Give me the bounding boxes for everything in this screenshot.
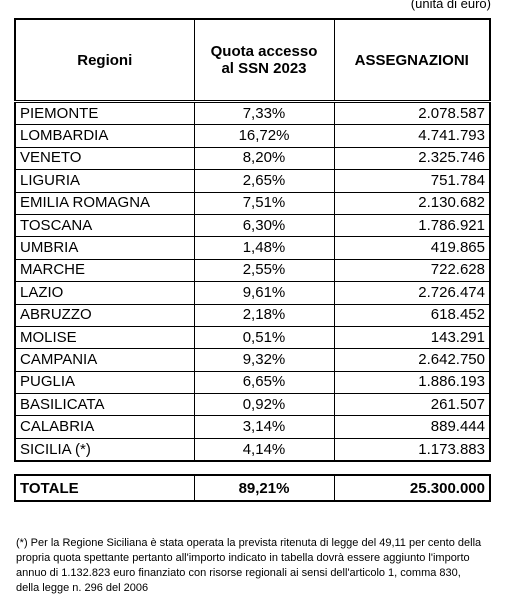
region: PIEMONTE [14, 100, 195, 126]
region-row: TOSCANA 6,30% 1.786.921 [14, 213, 491, 238]
amount: 722.628 [333, 258, 491, 283]
region: VENETO [14, 146, 195, 171]
region: LOMBARDIA [14, 124, 195, 148]
amount: 2.130.682 [333, 191, 491, 215]
total-share: 89,21% [193, 474, 335, 502]
share: 2,55% [193, 258, 335, 283]
header-cell: Regioni [14, 18, 195, 103]
unit-note: (unità di euro) [410, 0, 491, 11]
share: 0,92% [193, 393, 335, 417]
region-row: LAZIO 9,61% 2.726.474 [14, 281, 491, 305]
region-row: EMILIA ROMAGNA 7,51% 2.130.682 [14, 191, 491, 215]
region: PUGLIA [14, 370, 195, 395]
total-label: TOTALE [14, 474, 195, 502]
region-row: MOLISE 0,51% 143.291 [14, 325, 491, 350]
region-row: CALABRIA 3,14% 889.444 [14, 415, 491, 439]
region-row: LIGURIA 2,65% 751.784 [14, 169, 491, 193]
amount: 889.444 [333, 415, 491, 439]
amount: 1.886.193 [333, 370, 491, 395]
region: BASILICATA [14, 393, 195, 417]
region-row: LOMBARDIA 16,72% 4.741.793 [14, 124, 491, 148]
amount: 2.325.746 [333, 146, 491, 171]
amount: 143.291 [333, 325, 491, 350]
header-row: Regioni Quota accesso al SSN 2023 ASSEGN… [14, 18, 491, 103]
region-row: UMBRIA 1,48% 419.865 [14, 236, 491, 260]
region: LAZIO [14, 281, 195, 305]
region: ABRUZZO [14, 303, 195, 327]
region-row: PUGLIA 6,65% 1.886.193 [14, 370, 491, 395]
region: MARCHE [14, 258, 195, 283]
amount: 419.865 [333, 236, 491, 260]
footnote: (*) Per la Regione Siciliana è stata ope… [16, 537, 482, 594]
header-cell: ASSEGNAZIONI [333, 18, 491, 103]
amount: 1.173.883 [333, 437, 491, 462]
share: 3,14% [193, 415, 335, 439]
total-table: TOTALE 89,21% 25.300.000 [14, 474, 491, 502]
region-row: ABRUZZO 2,18% 618.452 [14, 303, 491, 327]
share: 7,51% [193, 191, 335, 215]
share: 16,72% [193, 124, 335, 148]
region-row: SICILIA (*) 4,14% 1.173.883 [14, 437, 491, 462]
region: CAMPANIA [14, 348, 195, 372]
share: 6,65% [193, 370, 335, 395]
amount: 2.078.587 [333, 100, 491, 126]
share: 0,51% [193, 325, 335, 350]
amount: 2.642.750 [333, 348, 491, 372]
share: 1,48% [193, 236, 335, 260]
share: 9,32% [193, 348, 335, 372]
region: UMBRIA [14, 236, 195, 260]
share: 2,65% [193, 169, 335, 193]
region-row: MARCHE 2,55% 722.628 [14, 258, 491, 283]
amount: 1.786.921 [333, 213, 491, 238]
total-amount: 25.300.000 [333, 474, 491, 502]
share: 8,20% [193, 146, 335, 171]
region-row: CAMPANIA 9,32% 2.642.750 [14, 348, 491, 372]
header-text: Quota accesso al SSN 2023 [210, 43, 318, 77]
share: 2,18% [193, 303, 335, 327]
region: TOSCANA [14, 213, 195, 238]
share: 7,33% [193, 100, 335, 126]
share: 4,14% [193, 437, 335, 462]
region: CALABRIA [14, 415, 195, 439]
total-row: TOTALE 89,21% 25.300.000 [14, 474, 491, 502]
region: EMILIA ROMAGNA [14, 191, 195, 215]
amount: 618.452 [333, 303, 491, 327]
header-cell: Quota accesso al SSN 2023 [193, 18, 335, 103]
allocation-table: Regioni Quota accesso al SSN 2023 ASSEGN… [14, 18, 491, 463]
share: 6,30% [193, 213, 335, 238]
region: SICILIA (*) [14, 437, 195, 462]
amount: 261.507 [333, 393, 491, 417]
amount: 751.784 [333, 169, 491, 193]
region: MOLISE [14, 325, 195, 350]
amount: 2.726.474 [333, 281, 491, 305]
share: 9,61% [193, 281, 335, 305]
amount: 4.741.793 [333, 124, 491, 148]
region-row: PIEMONTE 7,33% 2.078.587 [14, 100, 491, 126]
region-row: BASILICATA 0,92% 261.507 [14, 393, 491, 417]
region-row: VENETO 8,20% 2.325.746 [14, 146, 491, 171]
region: LIGURIA [14, 169, 195, 193]
